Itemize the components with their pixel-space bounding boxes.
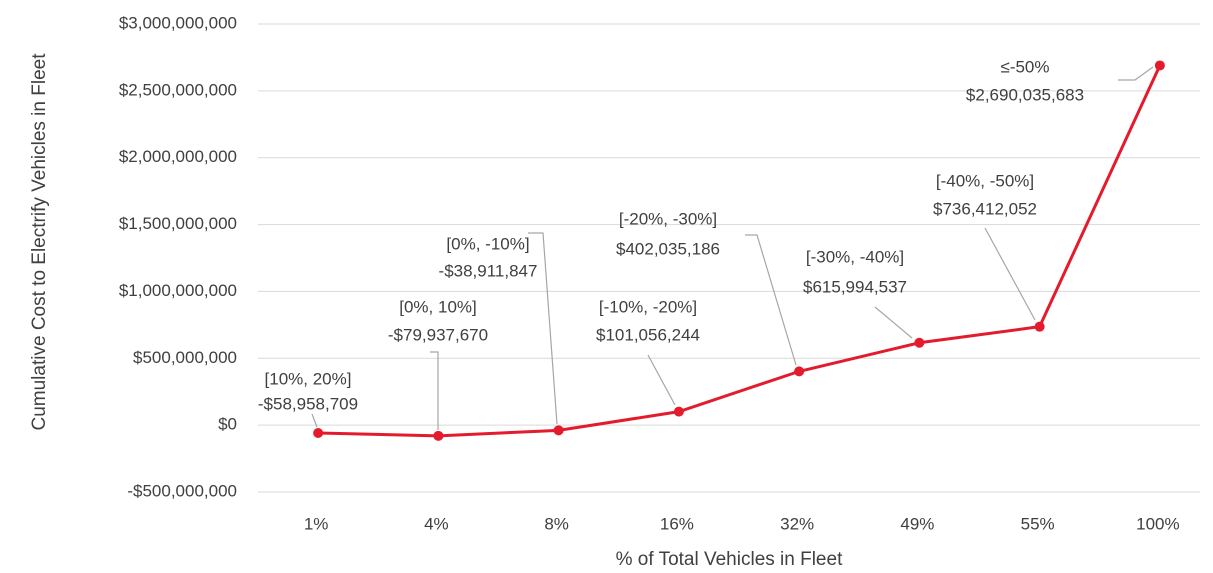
leader-line (311, 413, 318, 428)
data-point (1154, 60, 1165, 71)
data-point (313, 428, 324, 439)
leader-line (528, 232, 558, 425)
y-tick-label: $2,000,000,000 (119, 147, 237, 166)
y-tick-label: $0 (218, 415, 237, 434)
point-label: [0%, 10%] (399, 297, 477, 316)
x-tick-label: 4% (424, 514, 449, 533)
x-tick-label: 8% (544, 514, 569, 533)
leader-line (984, 227, 1036, 321)
data-point (553, 425, 564, 436)
point-label: [0%, -10%] (446, 234, 529, 253)
leader-line (874, 306, 913, 339)
point-label: [-40%, -50%] (936, 171, 1034, 190)
x-axis-title: % of Total Vehicles in Fleet (616, 549, 843, 570)
leader-line (430, 351, 439, 430)
leader-line (647, 354, 676, 406)
data-label: -$58,958,709 (258, 394, 358, 413)
leader-line (745, 234, 797, 366)
data-point (914, 337, 925, 348)
x-tick-label: 55% (1021, 514, 1055, 533)
data-label: -$38,911,847 (439, 261, 538, 280)
point-label: ≤-50% (1000, 57, 1049, 76)
y-tick-label: $2,500,000,000 (119, 80, 237, 99)
point-label: [-20%, -30%] (619, 209, 717, 228)
x-tick-label: 100% (1136, 514, 1179, 533)
point-label: [10%, 20%] (265, 369, 352, 388)
y-tick-label: $1,500,000,000 (119, 214, 237, 233)
x-tick-label: 16% (660, 514, 694, 533)
data-point (433, 430, 444, 441)
data-label: $736,412,052 (933, 199, 1037, 218)
data-label: $101,056,244 (596, 325, 700, 344)
y-tick-label: $3,000,000,000 (119, 13, 237, 32)
data-label: -$79,937,670 (388, 325, 488, 344)
y-axis-title: Cumulative Cost to Electrify Vehicles in… (29, 53, 50, 431)
x-tick-label: 32% (780, 514, 814, 533)
y-tick-label: $1,000,000,000 (119, 281, 237, 300)
point-label: [-10%, -20%] (599, 297, 697, 316)
leader-line (1118, 66, 1154, 81)
data-point (1034, 321, 1045, 332)
y-tick-label: $500,000,000 (133, 348, 237, 367)
point-label: [-30%, -40%] (806, 247, 904, 266)
data-point (673, 406, 684, 417)
x-tick-label: 1% (304, 514, 329, 533)
data-label: $615,994,537 (803, 277, 907, 296)
data-label: $2,690,035,683 (966, 85, 1084, 104)
y-tick-label: -$500,000,000 (127, 481, 237, 500)
data-point (794, 366, 805, 377)
data-label: $402,035,186 (616, 239, 720, 258)
x-tick-label: 49% (900, 514, 934, 533)
line-series (318, 64, 1162, 438)
